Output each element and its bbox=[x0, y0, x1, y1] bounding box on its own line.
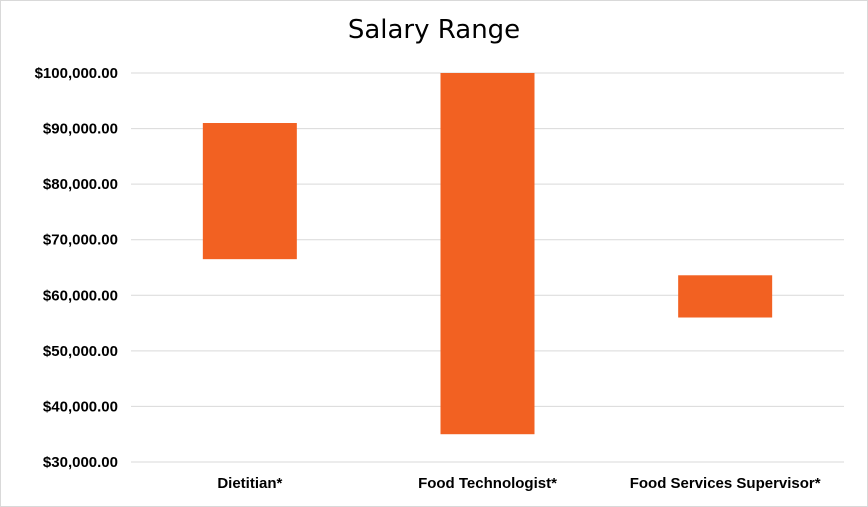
y-tick-label: $80,000.00 bbox=[43, 176, 118, 193]
range-bar bbox=[678, 275, 773, 318]
y-tick-label: $40,000.00 bbox=[43, 398, 118, 415]
category-label: Dietitian* bbox=[217, 475, 282, 492]
range-bar bbox=[440, 73, 535, 435]
y-tick-label: $90,000.00 bbox=[43, 121, 118, 138]
y-tick-label: $60,000.00 bbox=[43, 287, 118, 304]
y-tick-label: $30,000.00 bbox=[43, 454, 118, 471]
y-tick-label: $100,000.00 bbox=[35, 65, 118, 82]
y-tick-label: $50,000.00 bbox=[43, 343, 118, 360]
y-tick-label: $70,000.00 bbox=[43, 232, 118, 249]
category-label: Food Services Supervisor* bbox=[630, 475, 821, 492]
chart-title: Salary Range bbox=[347, 15, 521, 45]
category-label: Food Technologist* bbox=[418, 475, 557, 492]
range-bar bbox=[202, 123, 297, 260]
